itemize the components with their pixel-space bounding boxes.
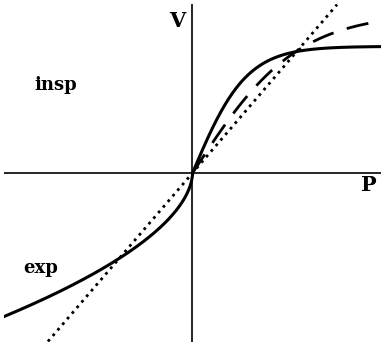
Text: P: P: [362, 175, 377, 195]
Text: insp: insp: [34, 76, 77, 94]
Text: exp: exp: [23, 258, 58, 276]
Text: V: V: [169, 11, 186, 31]
